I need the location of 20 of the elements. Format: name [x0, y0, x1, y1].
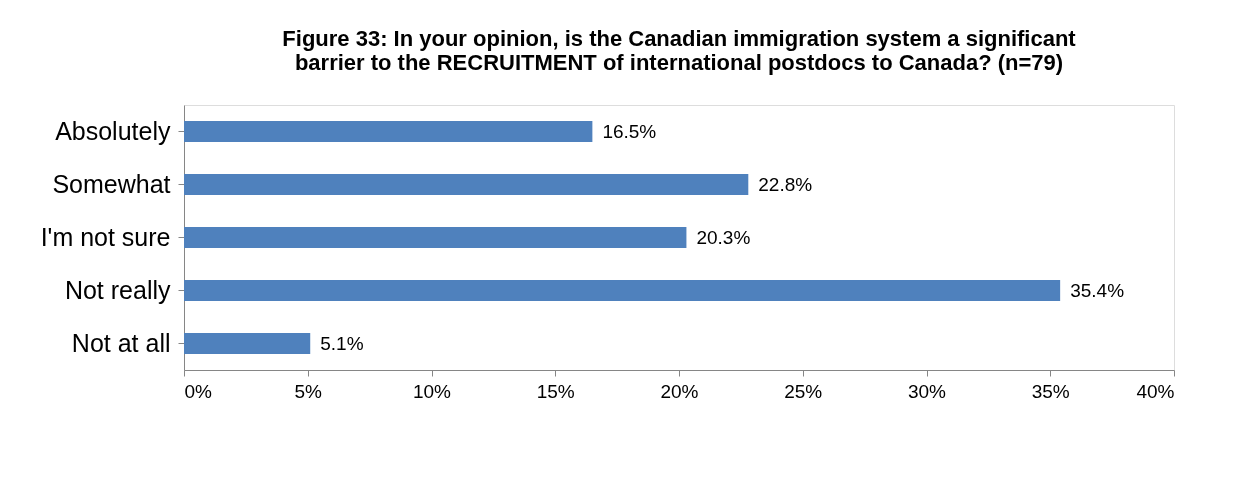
y-tick-label: Not at all	[71, 328, 171, 357]
data-label: 20.3%	[696, 226, 751, 248]
y-tick-label: Not really	[64, 275, 171, 304]
y-tick-label: I'm not sure	[40, 222, 171, 251]
data-label: 16.5%	[602, 120, 657, 142]
x-tick-label: 15%	[536, 380, 575, 402]
y-tick-label: Somewhat	[52, 169, 171, 198]
x-tick-label: 30%	[907, 380, 947, 402]
x-tick-label: 40%	[1136, 380, 1175, 402]
x-tick-label: 0%	[184, 380, 213, 402]
chart-title: Figure 33: In your opinion, is the Canadian immigration system a significant barrier to the RECRUITMENT of international postdocs to Canada? (n=79)	[282, 26, 1077, 75]
data-label: 5.1%	[320, 332, 364, 354]
y-tick-label: Absolutely	[55, 116, 171, 145]
x-tick-label: 35%	[1031, 380, 1070, 402]
x-tick-label: 10%	[412, 380, 452, 402]
data-label: 35.4%	[1070, 279, 1125, 301]
x-tick-label: 5%	[294, 380, 323, 402]
x-tick-label: 20%	[660, 380, 699, 402]
x-tick-label: 25%	[784, 380, 823, 402]
data-label: 22.8%	[758, 173, 813, 195]
